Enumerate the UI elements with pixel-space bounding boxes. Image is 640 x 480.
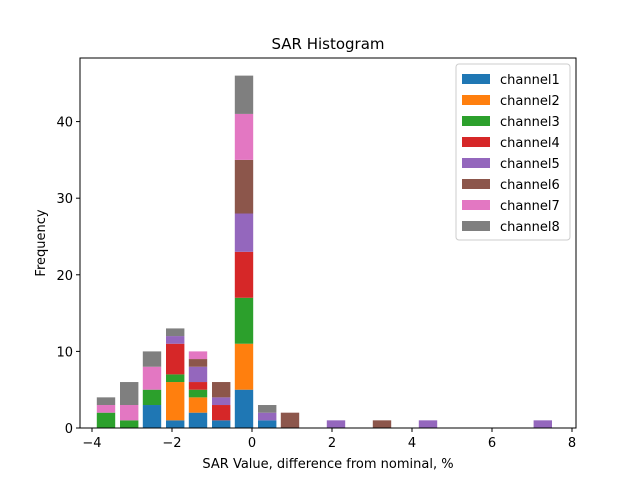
bar-channel8-bin-6 xyxy=(234,75,254,114)
bar-channel2-bin-4 xyxy=(188,397,208,413)
legend: channel1 channel2 channel3 channel4 channel5… xyxy=(455,63,571,241)
bar-channel6-bin-5 xyxy=(212,382,231,398)
bar-channel8-bin-7 xyxy=(258,405,277,413)
bar-channel6-bin-6 xyxy=(234,159,254,214)
bar-channel1-bin-4 xyxy=(188,412,208,428)
x-axis-label: SAR Value, difference from nominal, % xyxy=(202,457,453,472)
x-tick-label: 4 xyxy=(408,436,416,451)
bar-channel3-bin-6 xyxy=(234,297,254,344)
legend-label-channel7: channel7 xyxy=(500,199,560,214)
bar-channel5-bin-9 xyxy=(326,420,346,428)
legend-label-channel5: channel5 xyxy=(500,157,560,172)
legend-swatch-channel7 xyxy=(462,200,490,210)
bar-channel6-bin-4 xyxy=(188,359,208,367)
bar-channel1-bin-5 xyxy=(212,420,231,428)
bar-channel8-bin-0 xyxy=(96,397,116,406)
chart-title: SAR Histogram xyxy=(271,35,384,53)
x-tick-label: 0 xyxy=(248,436,256,451)
bar-channel5-bin-7 xyxy=(258,412,277,421)
bar-channel7-bin-0 xyxy=(96,405,116,413)
bar-channel8-bin-1 xyxy=(120,382,139,406)
legend-swatch-channel6 xyxy=(462,179,490,189)
y-tick-label: 0 xyxy=(65,422,73,437)
bar-channel7-bin-2 xyxy=(142,366,162,390)
bar-channel2-bin-3 xyxy=(166,382,185,421)
legend-label-channel2: channel2 xyxy=(500,94,560,109)
bar-channel3-bin-2 xyxy=(142,389,162,406)
bar-channel5-bin-4 xyxy=(188,366,208,383)
bar-channel4-bin-4 xyxy=(188,382,208,390)
legend-label-channel3: channel3 xyxy=(500,115,560,130)
bar-channel6-bin-10 xyxy=(372,420,392,428)
bar-channel4-bin-3 xyxy=(166,343,185,375)
bar-channel8-bin-3 xyxy=(166,328,185,337)
legend-swatch-channel2 xyxy=(462,95,490,105)
x-tick-label: 8 xyxy=(568,436,576,451)
legend-swatch-channel3 xyxy=(462,116,490,126)
legend-swatch-channel8 xyxy=(462,221,490,231)
y-axis-label: Frequency xyxy=(34,209,49,276)
legend-swatch-channel5 xyxy=(462,158,490,168)
x-tick-label: −4 xyxy=(82,436,101,451)
plot-frame xyxy=(79,57,577,429)
x-tick-label: 2 xyxy=(328,436,336,451)
bar-channel7-bin-4 xyxy=(188,351,208,360)
legend-swatch-channel4 xyxy=(462,137,490,147)
legend-label-channel6: channel6 xyxy=(500,178,560,193)
y-tick-label: 20 xyxy=(56,269,73,284)
x-tick-label: 6 xyxy=(488,436,496,451)
bar-channel7-bin-1 xyxy=(120,405,139,421)
bar-channel4-bin-6 xyxy=(234,251,254,298)
y-tick-label: 40 xyxy=(56,116,73,131)
legend-swatch-channel1 xyxy=(462,74,490,84)
bar-channel1-bin-7 xyxy=(258,420,277,428)
bar-channel8-bin-2 xyxy=(142,351,162,367)
bar-channel3-bin-3 xyxy=(166,374,185,383)
bar-channel1-bin-3 xyxy=(166,420,185,428)
bar-channel7-bin-6 xyxy=(234,113,254,160)
bars-layer xyxy=(96,75,552,428)
bar-channel3-bin-0 xyxy=(96,412,116,428)
x-tick-label: −2 xyxy=(162,436,181,451)
y-tick-label: 30 xyxy=(56,192,73,207)
legend-label-channel8: channel8 xyxy=(500,220,560,235)
y-tick-label: 10 xyxy=(56,345,73,360)
bar-channel1-bin-2 xyxy=(142,405,162,428)
legend-box xyxy=(455,63,571,241)
bar-channel5-bin-11 xyxy=(418,420,438,428)
bar-channel1-bin-6 xyxy=(234,389,254,428)
bar-channel3-bin-4 xyxy=(188,389,208,398)
bar-channel3-bin-1 xyxy=(120,420,139,428)
bar-channel5-bin-3 xyxy=(166,336,185,344)
bar-channel5-bin-5 xyxy=(212,397,231,406)
bar-channel2-bin-6 xyxy=(234,343,254,390)
bar-channel4-bin-5 xyxy=(212,405,231,421)
legend-label-channel4: channel4 xyxy=(500,136,560,151)
bar-channel5-bin-12 xyxy=(533,420,552,428)
legend-label-channel1: channel1 xyxy=(500,73,560,88)
bar-channel6-bin-8 xyxy=(280,412,300,428)
bar-channel5-bin-6 xyxy=(234,213,254,252)
axes-layer: −4 −2 0 2 4 6 8 0 10 20 30 40 xyxy=(56,116,576,451)
